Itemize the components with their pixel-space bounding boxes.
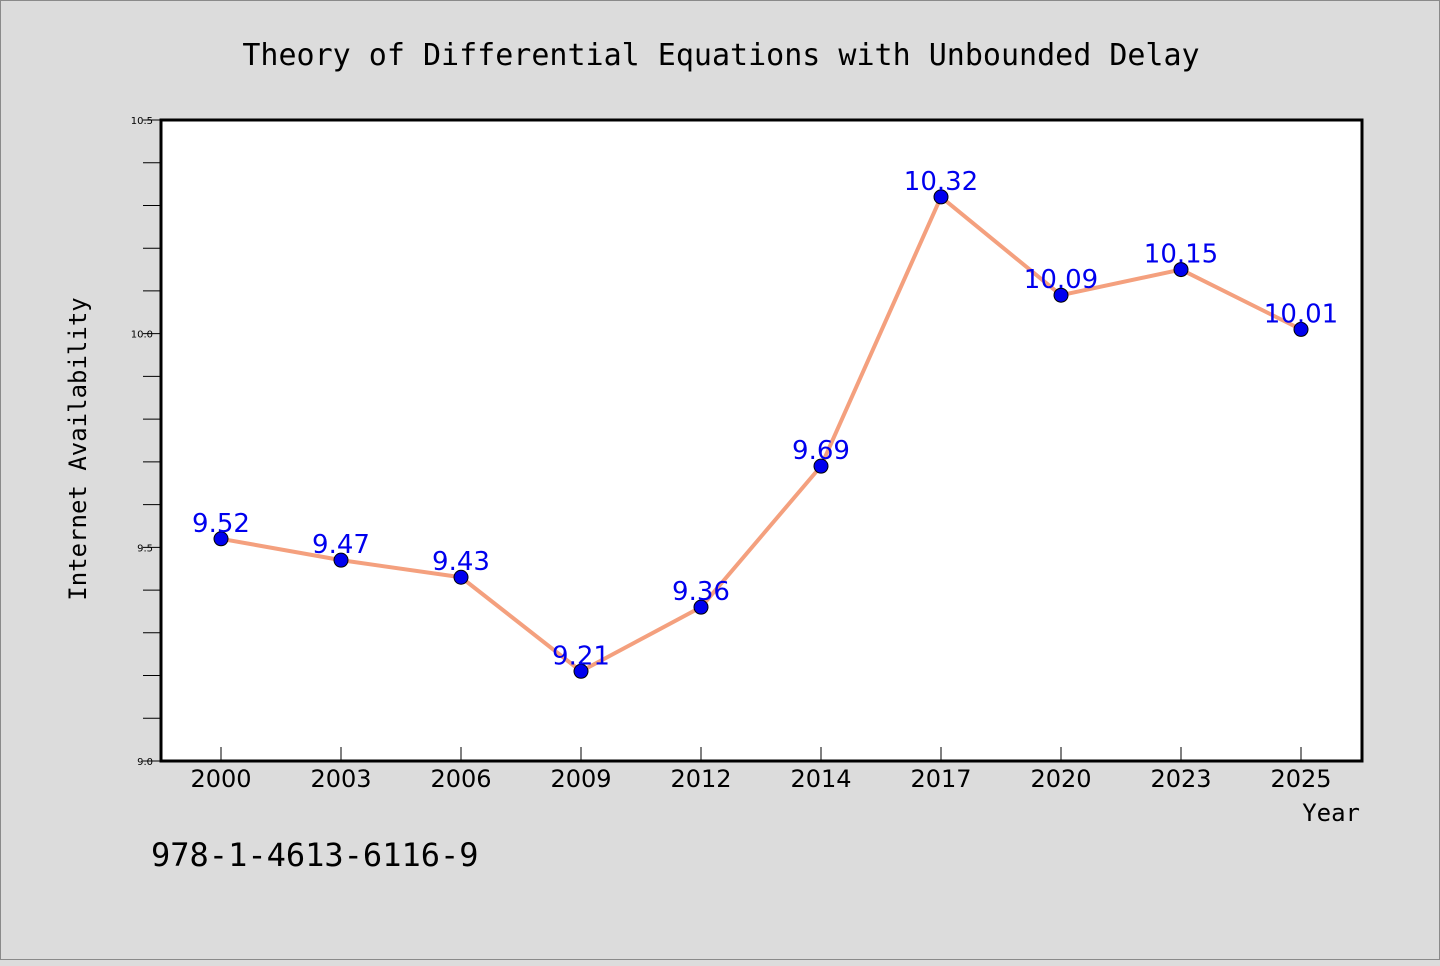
data-point	[813, 458, 829, 474]
data-label: 10.09	[1024, 265, 1098, 295]
marker-group	[213, 189, 1309, 679]
data-label: 10.32	[904, 167, 978, 197]
x-tick-label: 2012	[670, 765, 731, 793]
data-label: 9.43	[432, 547, 490, 577]
data-label: 9.36	[672, 577, 730, 607]
data-point	[1053, 287, 1069, 303]
data-label: 9.52	[192, 509, 250, 539]
x-tick-label: 2003	[310, 765, 371, 793]
data-label-group: 9.52 9.47 9.43 9.21 9.36 9.69 10.32 10.09 10.15 1…	[192, 167, 1338, 671]
data-label: 10.01	[1264, 299, 1338, 329]
series-line-group	[220, 194, 1302, 674]
y-tick-label: 10.0	[131, 330, 153, 341]
y-axis: 9.0 9.5 10.0 10.5	[131, 116, 161, 768]
x-axis-label: Year	[1302, 799, 1360, 827]
x-tick-label: 2014	[790, 765, 851, 793]
y-tick-label: 9.5	[137, 543, 153, 554]
data-point	[1173, 262, 1189, 278]
data-label: 9.47	[312, 530, 370, 560]
data-label: 10.15	[1144, 240, 1218, 270]
y-axis-label: Internet Availability	[64, 297, 92, 600]
data-point	[573, 663, 589, 679]
data-point	[213, 531, 229, 547]
chart-title: Theory of Differential Equations with Un…	[242, 38, 1199, 73]
data-point	[693, 599, 709, 615]
x-tick-label: 2009	[550, 765, 611, 793]
x-tick-label: 2020	[1030, 765, 1091, 793]
data-label: 9.21	[552, 641, 610, 671]
x-axis: 2000 2003 2006 2009 2012 2014 2017 2020 2023 2025	[190, 747, 1332, 793]
data-point	[1293, 321, 1309, 337]
y-tick-label: 10.5	[131, 116, 153, 127]
data-label: 9.69	[792, 436, 850, 466]
plot-area	[159, 118, 1364, 763]
x-tick-label: 2017	[910, 765, 971, 793]
x-tick-label: 2025	[1270, 765, 1331, 793]
x-tick-label: 2000	[190, 765, 251, 793]
x-tick-label: 2023	[1150, 765, 1211, 793]
data-point	[333, 552, 349, 568]
x-tick-label: 2006	[430, 765, 491, 793]
isbn-annotation: 978-1-4613-6116-9	[151, 836, 479, 874]
series-line	[220, 194, 1302, 674]
y-tick-label: 9.0	[137, 757, 153, 768]
data-point	[453, 569, 469, 585]
data-point	[933, 189, 949, 205]
